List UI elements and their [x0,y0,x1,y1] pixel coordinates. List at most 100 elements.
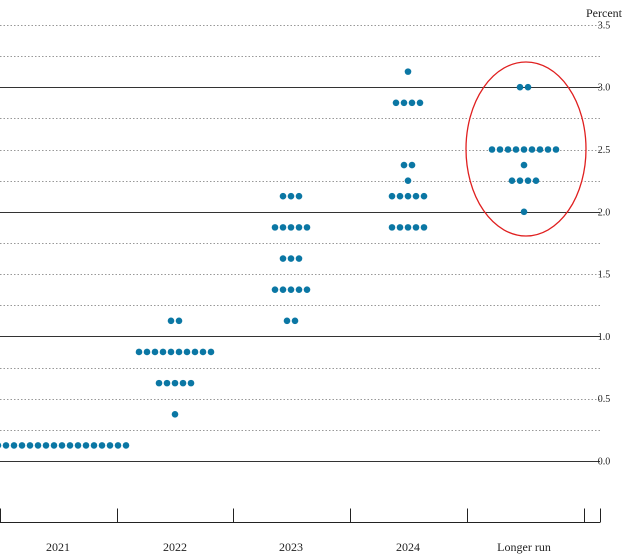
participant-dot [287,286,295,293]
y-tick-label: 2.0 [598,207,611,218]
participant-dot [279,286,287,293]
participant-dot [404,68,412,75]
participant-dot [287,255,295,262]
participant-dot [175,317,183,325]
participant-dot [175,348,183,356]
participant-dot [171,379,179,387]
y-tick-label: 2.5 [598,145,611,156]
participant-dot [82,442,90,449]
participant-dot [396,192,404,200]
participant-dot [199,348,207,356]
participant-dot [536,146,544,153]
participant-dot [528,146,536,153]
participant-dot [183,348,191,356]
participant-dot [388,224,396,231]
participant-dot [50,442,58,449]
participant-dot [159,348,167,356]
participant-dot [171,410,179,418]
y-tick-label: 3.5 [598,20,611,31]
participant-dot [2,442,10,449]
x-category-label: Longer run [497,540,551,554]
participant-dot [412,192,420,200]
participant-dot [520,146,528,153]
participant-dot [279,192,287,200]
participant-dot [155,379,163,387]
participant-dot [408,161,416,169]
participant-dot [412,224,420,231]
participant-dot [207,348,215,356]
participant-dot [135,348,143,356]
participant-dot [151,348,159,356]
participant-dot [287,192,295,200]
x-axis [0,508,601,523]
participant-dot [291,317,299,325]
participant-dot [408,99,416,107]
participant-dot [295,255,303,262]
x-category-label: 2024 [396,540,420,554]
participant-dot [283,317,291,325]
participant-dot [295,286,303,293]
x-category-label: 2022 [163,540,187,554]
participant-dot [163,379,171,387]
participant-dot [187,379,195,387]
participant-dot [74,442,82,449]
participant-dot [167,317,175,325]
participant-dot [400,161,408,169]
participant-dot [122,442,130,449]
y-tick-label: 0.0 [598,457,611,468]
participant-dot [106,442,114,449]
participant-dot [98,442,106,449]
participant-dot [512,146,520,153]
participant-dot [516,83,524,91]
participant-dot [392,99,400,107]
y-tick-label: 1.0 [598,332,611,343]
x-category-label: 2023 [279,540,303,554]
participant-dot [66,442,74,449]
participant-dot [303,286,311,293]
y-axis-unit-label: Percent [586,6,623,20]
participant-dot [42,442,50,449]
participant-dot [404,177,412,184]
participant-dot [90,442,98,449]
participant-dot [167,348,175,356]
participant-dot [396,224,404,231]
participant-dot [416,99,424,107]
participant-dot [404,192,412,200]
participant-dot [179,379,187,387]
participant-dot [544,146,552,153]
participant-dot [279,224,287,231]
x-category-label: 2021 [46,540,70,554]
longer-run-highlight-ellipse [465,61,587,237]
participant-dot [524,83,532,91]
participant-dot [504,146,512,153]
participant-dot [58,442,66,449]
participant-dot [488,146,496,153]
participant-dot [303,224,311,231]
participant-dot [532,177,540,184]
participant-dot [191,348,199,356]
participant-dot [279,255,287,262]
participant-dot [400,99,408,107]
y-tick-label: 1.5 [598,270,611,281]
participant-dot [0,442,2,449]
participant-dot [552,146,560,153]
participant-dot [295,224,303,231]
participant-dot [18,442,26,449]
y-tick-label: 0.5 [598,394,611,405]
participant-dot [143,348,151,356]
participant-dot [520,161,528,169]
participant-dot [420,224,428,231]
participant-dot [404,224,412,231]
participant-dot [271,224,279,231]
participant-dot [271,286,279,293]
y-axis-tick-labels: 0.0 0.5 1.0 1.5 2.0 2.5 3.0 3.5 [598,20,611,467]
participant-dot [34,442,42,449]
participant-dot [524,177,532,184]
gridlines [0,25,600,462]
participant-dot [496,146,504,153]
participant-dot [287,224,295,231]
y-tick-label: 3.0 [598,83,611,94]
participant-dot [388,192,396,200]
participant-dot [516,177,524,184]
